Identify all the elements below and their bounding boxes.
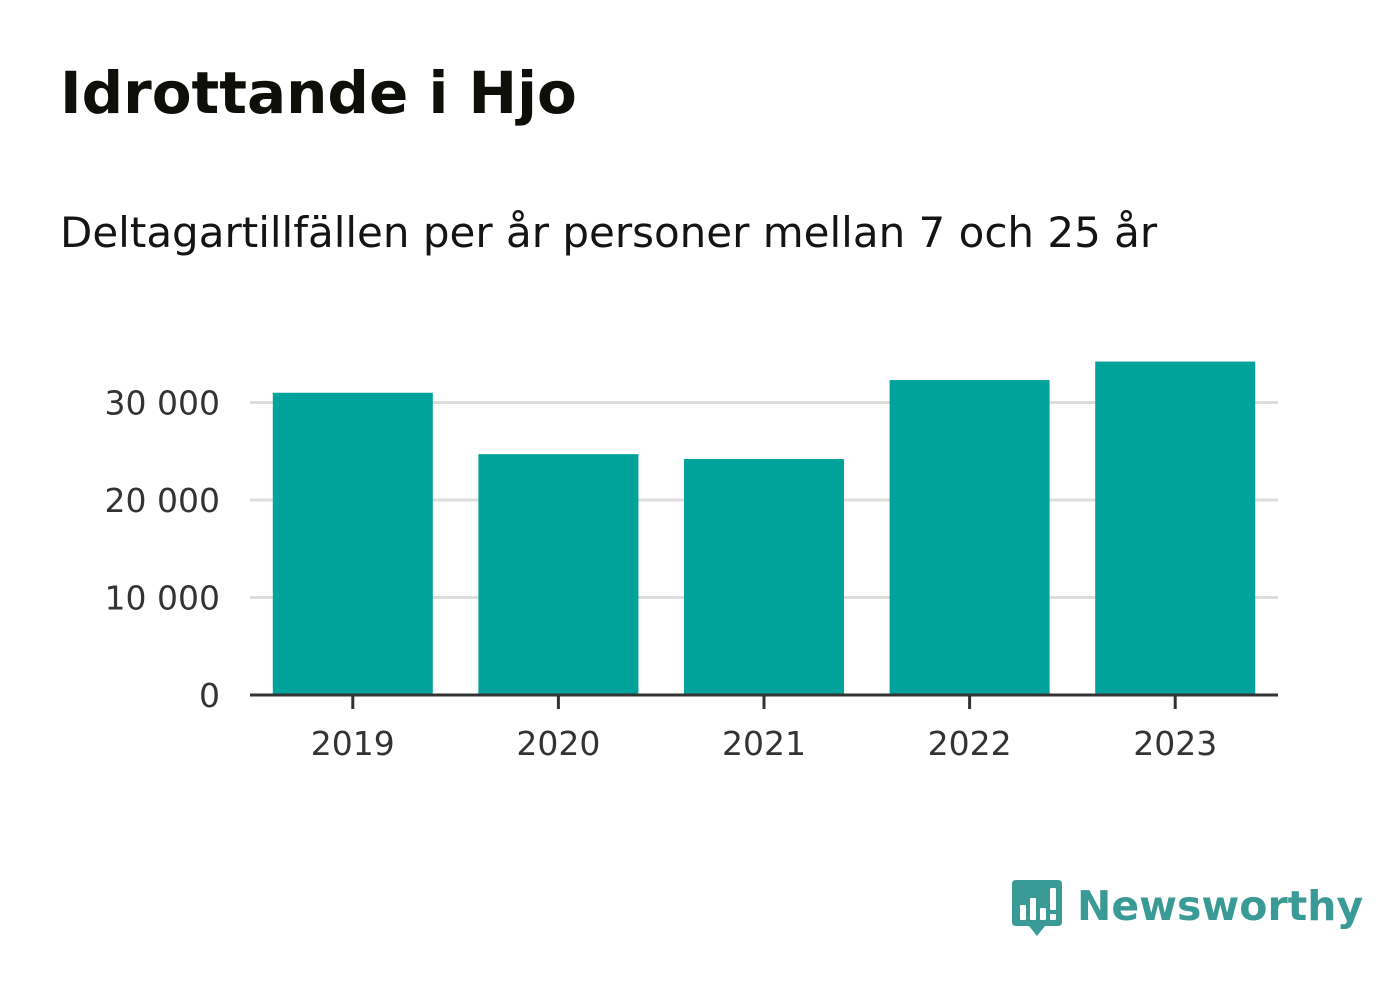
bar-2023 [1095, 361, 1256, 695]
y-tick-label: 20 000 [105, 481, 220, 520]
y-tick-label: 0 [199, 676, 220, 715]
x-tick-label: 2021 [722, 724, 806, 763]
x-tick-label: 2022 [928, 724, 1012, 763]
bar-2019 [272, 392, 433, 695]
bar-2021 [684, 459, 844, 695]
x-tick-label: 2023 [1133, 724, 1217, 763]
brand-logo: Newsworthy [1011, 878, 1363, 940]
y-tick-label: 10 000 [105, 579, 220, 618]
chart-title: Idrottande i Hjo [60, 59, 577, 127]
bar-2020 [478, 454, 639, 695]
bars [272, 361, 1256, 695]
x-axis-labels: 2019 2020 2021 2022 2023 [311, 724, 1217, 763]
x-axis [250, 693, 1278, 709]
x-tick-label: 2020 [516, 724, 600, 763]
chart-subtitle: Deltagartillfällen per år personer mella… [60, 208, 1158, 257]
x-tick-label: 2019 [311, 724, 395, 763]
brand-name: Newsworthy [1077, 881, 1364, 930]
newsworthy-logo-icon [1012, 880, 1062, 936]
bar-2022 [889, 380, 1050, 695]
y-tick-label: 30 000 [105, 384, 220, 423]
y-axis-labels: 0 10 000 20 000 30 000 [105, 384, 220, 716]
